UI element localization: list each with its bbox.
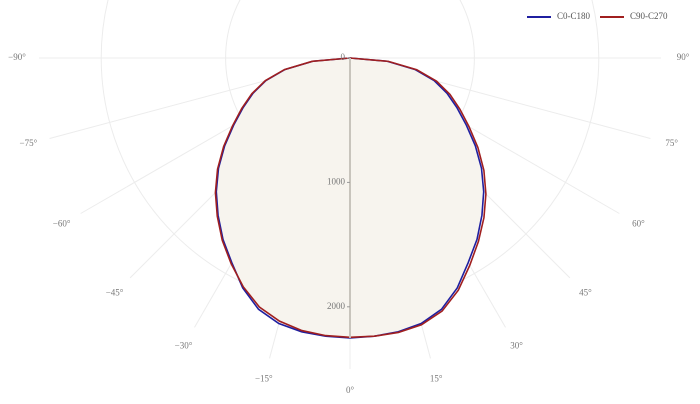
angle-tick-label: −30° xyxy=(175,340,193,350)
angle-tick-label: −15° xyxy=(255,374,273,384)
angle-tick-label: −90° xyxy=(8,52,26,62)
angle-tick-label: 60° xyxy=(632,219,645,229)
radial-tick-label: 1000 xyxy=(327,176,346,186)
angle-tick-label: 0° xyxy=(346,385,355,395)
angle-tick-label: 90° xyxy=(677,52,690,62)
angle-tick-label: 30° xyxy=(510,340,523,350)
angle-tick-label: −45° xyxy=(106,288,124,298)
legend-label: C0-C180 xyxy=(557,11,591,21)
angle-tick-label: −60° xyxy=(53,219,71,229)
radial-tick-label: 2000 xyxy=(327,301,346,311)
angle-tick-label: −75° xyxy=(20,138,38,148)
angle-tick-label: 45° xyxy=(579,288,592,298)
angle-tick-label: 75° xyxy=(665,138,678,148)
legend-label: C90-C270 xyxy=(630,11,668,21)
radial-tick-label: 0 xyxy=(341,52,346,62)
angle-tick-label: 15° xyxy=(430,374,443,384)
